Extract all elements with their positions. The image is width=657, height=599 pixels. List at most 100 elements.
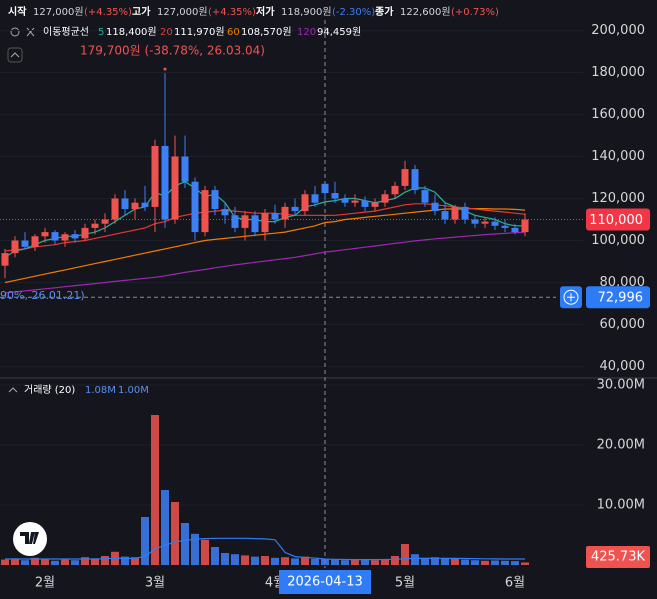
ma-legend-value: 118,400원 [106,26,157,38]
candle-body [481,221,489,224]
volume-bar [451,558,459,565]
candle-body [501,225,509,228]
ohlc-label: 고가 [132,5,151,18]
volume-bar [241,555,249,565]
volume-bar [471,560,479,565]
ohlc-value: 127,000원 [33,6,84,18]
high-annotation: 179,700원 (-38.78%, 26.03.04) [80,44,265,58]
volume-bar [191,533,199,565]
ohlc-value: 118,900원 [281,6,332,18]
collapse-icon [10,52,20,58]
candle-body [31,236,39,247]
y-tick-label: 180,000 [591,65,645,80]
volume-bar [61,559,69,565]
high-marker [163,67,167,71]
ma-legend-title: 이동평균선 [43,26,89,38]
volume-legend-title: 거래량 (20) [24,384,75,396]
ma-legend-name: 120 [297,27,316,38]
ohlc-change: (+0.73%) [451,7,499,18]
y-tick-label: 100,000 [591,233,645,248]
candle-body [1,253,9,266]
volume-bar [131,557,139,565]
volume-bar [31,557,39,565]
candle-body [91,223,99,228]
candle-body [451,206,459,220]
candle-body [161,146,169,220]
candle-body [261,213,269,233]
candle-body [271,213,279,220]
candle-body [471,219,479,224]
ohlc-change: (+4.35%) [84,7,132,18]
volume-bar [511,561,519,565]
volume-bar [81,557,89,565]
candle-body [231,215,239,228]
volume-bar [301,556,309,565]
volume-bar [271,557,279,565]
volume-bar [331,559,339,565]
candle-body [101,219,109,224]
remove-icon[interactable] [26,27,35,37]
volume-bar [21,560,29,565]
candle-body [311,194,319,203]
volume-bar [491,560,499,565]
volume-bar [231,554,239,565]
price-label: 72,996 [598,291,644,306]
volume-bar [431,557,439,565]
candle-body [61,234,69,241]
candle-body [401,169,409,186]
volume-bar [381,559,389,565]
volume-bar [251,556,259,565]
y-tick-label: 160,000 [591,107,645,122]
candle-body [81,227,89,239]
volume-bar [121,556,129,565]
candle-body [441,211,449,220]
candle-body [141,202,149,207]
tv-logo [13,522,47,556]
ma-legend-value: 111,970원 [174,26,225,38]
candle-body [421,190,429,203]
ohlc-label: 종가 [375,5,394,18]
candle-body [461,206,469,220]
ma-legend-name: 5 [98,27,104,38]
price-label: 110,000 [589,213,643,228]
volume-bar [171,502,179,565]
candle-body [171,156,179,220]
volume-bar [441,559,449,565]
candle-body [191,181,199,233]
y-tick-label: 140,000 [591,149,645,164]
y-tick-label: 20.00M [597,438,645,453]
visibility-icon[interactable] [10,27,20,37]
ohlc-value: 127,000원 [157,6,208,18]
volume-bar [341,560,349,565]
candle-body [341,198,349,203]
volume-bar [401,544,409,565]
candle-body [411,169,419,191]
candle-body [181,156,189,182]
collapse-button[interactable] [7,47,23,63]
y-tick-label: 30.00M [597,378,645,393]
volume-collapse-icon [8,387,18,393]
candle-body [391,185,399,195]
volume-bar [211,547,219,565]
volume-bar [201,539,209,565]
y-tick-label: 200,000 [591,23,645,38]
volume-bar [11,558,19,565]
candle-body [431,202,439,212]
x-tick-label: 6월 [505,576,525,591]
candle-body [151,146,159,207]
volume-bar [351,559,359,565]
add-alert-plus [567,293,575,302]
candle-body [251,215,259,233]
candle-body [111,198,119,220]
volume-bar [71,560,79,565]
candle-body [21,240,29,247]
volume-bar [361,559,369,565]
x-tick-label: 2월 [35,576,55,591]
volume-legend-value: 1.08M [85,385,116,396]
volume-bar [501,560,509,565]
volume-bar [261,556,269,565]
volume-bar [411,554,419,565]
volume-bar [291,558,299,565]
